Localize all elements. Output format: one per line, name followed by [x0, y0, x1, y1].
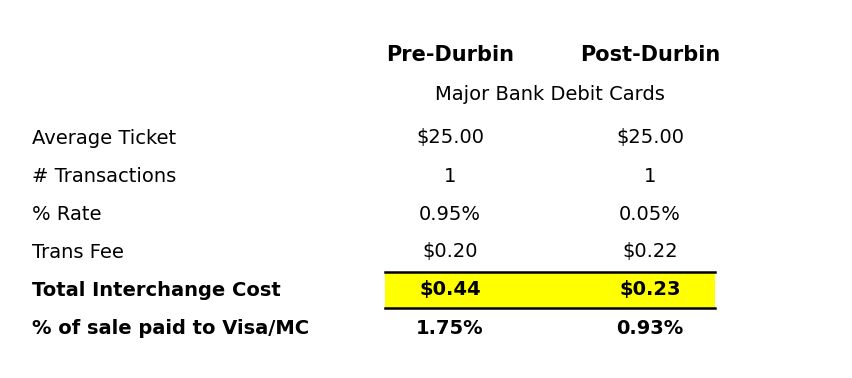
Text: $0.22: $0.22 [621, 243, 677, 262]
Text: Trans Fee: Trans Fee [32, 243, 124, 262]
Text: Total Interchange Cost: Total Interchange Cost [32, 280, 280, 299]
Text: Pre-Durbin: Pre-Durbin [386, 45, 514, 65]
Text: Major Bank Debit Cards: Major Bank Debit Cards [435, 85, 665, 104]
Text: $25.00: $25.00 [615, 129, 683, 147]
Text: % Rate: % Rate [32, 204, 101, 223]
Text: # Transactions: # Transactions [32, 166, 176, 186]
Text: Average Ticket: Average Ticket [32, 129, 176, 147]
Text: 1: 1 [443, 166, 456, 186]
Text: 0.93%: 0.93% [616, 319, 682, 338]
Bar [384, 272, 714, 308]
Text: 0.05%: 0.05% [619, 204, 680, 223]
Text: % of sale paid to Visa/MC: % of sale paid to Visa/MC [32, 319, 308, 338]
Text: $0.44: $0.44 [418, 280, 481, 299]
Text: $25.00: $25.00 [416, 129, 483, 147]
Text: Post-Durbin: Post-Durbin [579, 45, 719, 65]
Text: 1: 1 [643, 166, 655, 186]
Text: $0.20: $0.20 [422, 243, 477, 262]
Text: $0.23: $0.23 [619, 280, 680, 299]
Text: 1.75%: 1.75% [416, 319, 483, 338]
Text: 0.95%: 0.95% [418, 204, 481, 223]
